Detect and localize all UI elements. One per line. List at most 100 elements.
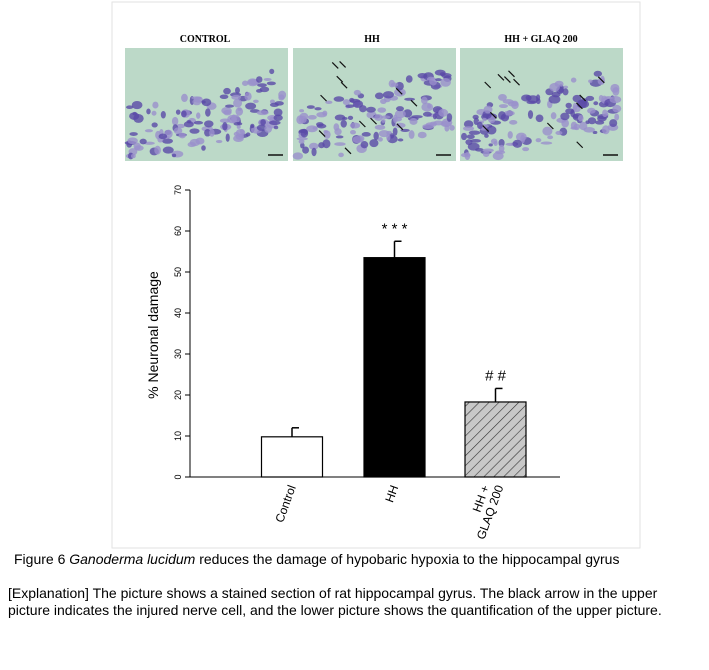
cell [225,104,235,108]
cell [509,120,518,125]
cell [322,139,331,149]
cell [333,123,340,131]
cell [345,104,355,108]
cell [131,100,143,110]
cell [204,120,214,128]
cell [139,138,147,145]
cell [215,139,223,144]
cell [482,117,487,122]
cell [464,151,471,161]
cell [438,108,449,117]
cell [360,141,369,149]
cell [257,83,267,88]
cell [498,111,506,120]
cell [231,114,237,123]
cell [422,111,432,117]
cell [404,97,416,101]
cell [503,110,515,116]
cell [465,139,473,146]
explanation: [Explanation] The picture shows a staine… [8,585,662,618]
cell [380,98,387,104]
micrograph [460,48,623,161]
arrow [508,70,515,78]
y-tick-label: 50 [173,267,183,277]
cell [316,122,324,127]
cell [334,142,346,146]
arrow [484,81,492,89]
arrow [489,111,497,119]
arrow [597,76,605,84]
cell [374,92,384,100]
arrow [503,76,511,83]
cell [609,119,618,127]
cell [440,120,451,128]
arrow [546,122,554,130]
cell [550,112,557,120]
cell [333,96,345,102]
cell [498,144,505,153]
cell [397,138,404,142]
cell [223,87,231,95]
cell [488,143,493,147]
cell [612,87,620,96]
cell [161,138,174,144]
cell [547,135,554,140]
cell [381,119,386,123]
cell [421,96,428,105]
cell [173,127,183,135]
cell [461,132,468,141]
cell [222,122,228,131]
annotation: * * * [382,220,408,237]
cell [349,122,361,129]
cell [565,102,572,109]
cell [440,78,451,87]
cell [335,135,344,139]
cell [244,92,252,101]
cell [235,107,244,116]
cell [235,87,240,94]
cell [520,134,526,144]
cell [597,77,605,85]
cell [409,118,418,125]
cell [394,109,406,119]
cell [377,137,383,142]
cell [588,79,593,83]
cell [555,130,563,136]
cell [434,69,446,76]
cell [565,108,575,115]
cell [201,98,212,107]
cell [598,94,604,102]
arrow [497,73,505,81]
cell [219,118,231,123]
cell [151,122,158,128]
cell [191,96,202,100]
cell [561,118,569,128]
cell [614,113,620,121]
cell [601,125,610,135]
cell [570,121,578,130]
cell [152,101,159,109]
cell [592,130,598,135]
cell [241,80,249,86]
cell [223,109,232,116]
cell [189,128,200,134]
cell [158,133,168,140]
cell [405,75,413,83]
cell [298,139,305,144]
bar [464,401,527,478]
cell [390,82,399,87]
cell [205,108,211,117]
cell [449,125,455,131]
cell [446,113,453,122]
cell [273,114,283,121]
panel-label: CONTROL [180,34,231,45]
cell [273,125,279,130]
cell [535,94,541,101]
cell [340,119,347,128]
cell [300,142,305,149]
y-tick-label: 0 [173,474,183,479]
cell [296,137,308,141]
cell [129,132,138,136]
cell [160,110,166,119]
cell [421,102,433,112]
